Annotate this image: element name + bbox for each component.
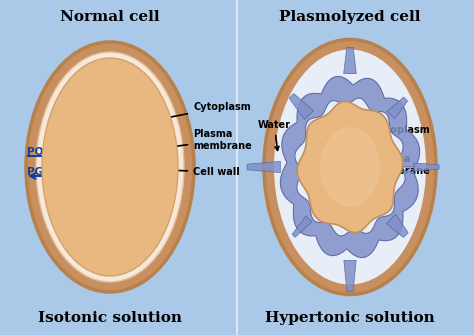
- Ellipse shape: [274, 50, 426, 284]
- Text: PGr: PGr: [27, 167, 49, 177]
- Text: Water: Water: [258, 120, 291, 150]
- Polygon shape: [289, 93, 313, 120]
- Ellipse shape: [26, 42, 194, 292]
- Text: Cell wall: Cell wall: [171, 167, 240, 177]
- Text: Plasma
membrane: Plasma membrane: [371, 154, 430, 176]
- Polygon shape: [414, 163, 439, 171]
- Text: Hypertonic solution: Hypertonic solution: [265, 311, 435, 325]
- Text: Plasma
membrane: Plasma membrane: [153, 129, 252, 151]
- Ellipse shape: [264, 40, 436, 294]
- Polygon shape: [280, 76, 419, 258]
- Polygon shape: [387, 97, 408, 119]
- Ellipse shape: [42, 58, 178, 276]
- Text: Cytoplasm: Cytoplasm: [372, 125, 430, 139]
- Polygon shape: [344, 260, 356, 292]
- Text: PGc: PGc: [61, 167, 83, 177]
- Text: Isotonic solution: Isotonic solution: [38, 311, 182, 325]
- Text: POr: POr: [27, 147, 49, 157]
- Ellipse shape: [320, 127, 380, 207]
- Text: Normal cell: Normal cell: [60, 10, 160, 24]
- Text: POc: POc: [61, 147, 83, 157]
- Polygon shape: [247, 161, 281, 173]
- Polygon shape: [297, 102, 403, 232]
- Text: Cytoplasm: Cytoplasm: [135, 102, 251, 125]
- Polygon shape: [292, 216, 312, 237]
- Polygon shape: [386, 214, 408, 238]
- Text: Plasmolyzed cell: Plasmolyzed cell: [279, 10, 421, 24]
- Ellipse shape: [36, 52, 184, 282]
- Polygon shape: [344, 47, 356, 74]
